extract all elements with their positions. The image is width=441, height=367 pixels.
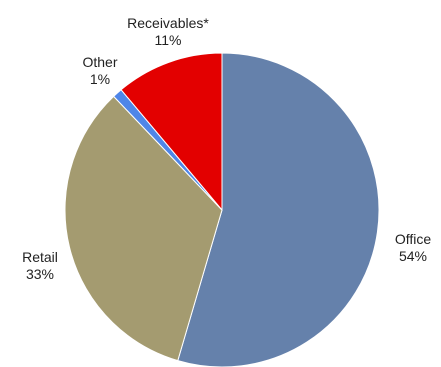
slice-label-other: Other 1% [82,54,117,87]
slice-label-category: Other [82,54,117,70]
pie-slice-retail [64,95,223,362]
slice-label-value: 1% [90,71,110,87]
pie-slices [64,52,380,367]
slice-label-value: 11% [155,32,182,48]
slice-label-receivables: Receivables* 11% [127,15,209,48]
slice-label-category: Receivables* [127,15,209,31]
pie-slice-receivables [120,52,223,212]
slice-label-retail: Retail 33% [22,249,58,282]
slice-label-category: Retail [22,249,58,265]
slice-label-value: 33% [26,266,54,282]
slice-labels: Office 54% Retail 33% Other 1% Receivables* 11% [22,15,431,282]
slice-label-category: Office [395,231,432,247]
pie-slice-office [177,52,380,367]
slice-label-office: Office 54% [395,231,432,264]
slice-label-value: 54% [399,248,427,264]
